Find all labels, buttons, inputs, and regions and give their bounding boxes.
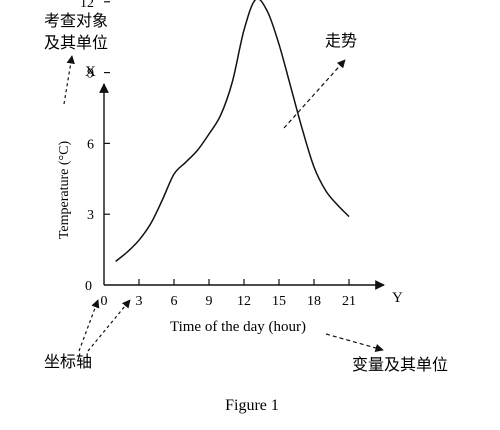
x-tick-label: 18 [307,294,321,309]
x-tick-label: 12 [237,294,251,309]
annotation-trend: 走势 [325,31,357,50]
figure-caption: Figure 1 [225,397,279,414]
y-tick-label: 0 [85,279,92,294]
annotation-investigated-object-line2: 及其单位 [44,33,108,52]
x-tick-label: 15 [272,294,286,309]
x-axis-title: Time of the day (hour) [170,319,306,335]
x-ticks: 0 3 6 9 12 15 18 21 [101,279,356,309]
annotation-axes: 坐标轴 [44,352,92,371]
annotation-variable: 变量及其单位 [352,355,448,374]
y-tick-label: 6 [87,137,94,152]
x-tick-label: 21 [342,294,356,309]
y-axis-title: Temperature (°C) [57,141,72,240]
arrow-axes-to-origin [78,299,100,352]
arrow-to-investigated-object [63,55,75,105]
y-axis-letter: X [85,64,96,80]
x-tick-label: 6 [171,294,178,309]
y-tick-label: 9 [87,67,94,82]
annotation-investigated-object-line1: 考查对象 [44,11,108,30]
arrow-axes-to-tick [87,299,131,352]
x-tick-label: 3 [136,294,143,309]
arrow-to-trend [283,59,346,129]
y-tick-label: 3 [87,208,94,223]
temperature-series-line [115,0,350,262]
x-tick-label: 9 [206,294,213,309]
y-tick-label: 12 [80,0,94,11]
x-tick-label: 0 [101,294,108,309]
arrow-to-variable [325,333,384,353]
x-axis-letter: Y [392,290,403,306]
